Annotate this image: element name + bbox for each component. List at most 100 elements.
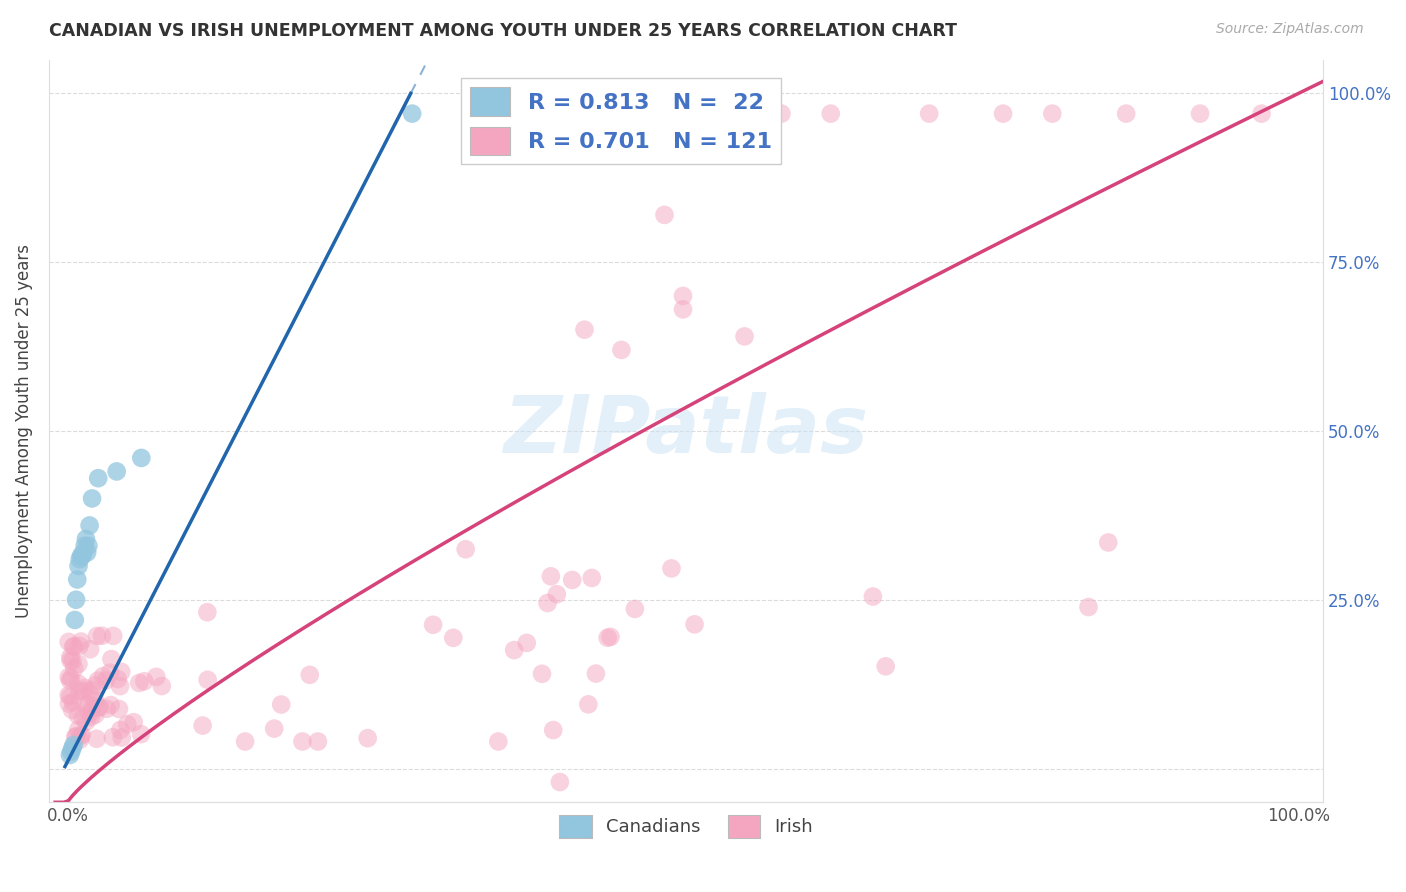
Point bbox=[599, 630, 621, 644]
Point bbox=[72, 683, 94, 698]
Point bbox=[820, 106, 842, 120]
Point bbox=[918, 106, 941, 120]
Y-axis label: Unemployment Among Youth under 25 years: Unemployment Among Youth under 25 years bbox=[15, 244, 32, 618]
Point bbox=[87, 673, 110, 688]
Point bbox=[1077, 600, 1099, 615]
Point bbox=[59, 673, 82, 688]
Point bbox=[561, 573, 583, 587]
Point bbox=[66, 573, 89, 587]
Point bbox=[672, 289, 695, 303]
Point bbox=[1189, 106, 1212, 120]
Point bbox=[546, 587, 568, 601]
Point bbox=[654, 208, 676, 222]
Point bbox=[128, 676, 150, 690]
Point bbox=[105, 465, 128, 479]
Point bbox=[862, 590, 884, 604]
Point bbox=[87, 471, 110, 485]
Point bbox=[67, 677, 90, 691]
Point bbox=[65, 729, 87, 743]
Point bbox=[62, 695, 84, 709]
Point bbox=[70, 549, 93, 563]
Point bbox=[69, 732, 91, 747]
Point bbox=[574, 323, 596, 337]
Point bbox=[122, 715, 145, 730]
Point bbox=[58, 635, 80, 649]
Point bbox=[63, 613, 86, 627]
Point bbox=[69, 552, 91, 566]
Point bbox=[86, 629, 108, 643]
Point bbox=[661, 561, 683, 575]
Point bbox=[117, 717, 139, 731]
Point bbox=[63, 662, 86, 676]
Point bbox=[770, 106, 793, 120]
Point bbox=[60, 671, 83, 685]
Point bbox=[73, 539, 96, 553]
Point bbox=[86, 731, 108, 746]
Point bbox=[1250, 106, 1272, 120]
Point bbox=[58, 688, 80, 702]
Point bbox=[129, 727, 152, 741]
Point bbox=[422, 617, 444, 632]
Point bbox=[131, 450, 153, 465]
Point bbox=[100, 652, 122, 666]
Point bbox=[60, 745, 83, 759]
Point bbox=[401, 106, 423, 120]
Point bbox=[110, 665, 132, 679]
Point bbox=[610, 343, 633, 357]
Point bbox=[270, 698, 292, 712]
Point bbox=[108, 679, 131, 693]
Point bbox=[96, 702, 118, 716]
Point bbox=[65, 592, 87, 607]
Point bbox=[536, 596, 558, 610]
Point bbox=[195, 605, 218, 619]
Point bbox=[150, 679, 173, 693]
Point bbox=[79, 706, 101, 721]
Point bbox=[503, 643, 526, 657]
Point bbox=[516, 636, 538, 650]
Point bbox=[111, 731, 134, 745]
Point bbox=[596, 631, 619, 645]
Point bbox=[84, 678, 107, 692]
Point bbox=[197, 673, 219, 687]
Legend: Canadians, Irish: Canadians, Irish bbox=[551, 807, 820, 846]
Point bbox=[672, 302, 695, 317]
Point bbox=[110, 723, 132, 737]
Point bbox=[80, 491, 103, 506]
Point bbox=[75, 714, 97, 729]
Point bbox=[75, 532, 97, 546]
Point bbox=[70, 549, 93, 563]
Point bbox=[83, 693, 105, 707]
Point bbox=[69, 729, 91, 743]
Point bbox=[145, 670, 167, 684]
Point bbox=[58, 697, 80, 711]
Point bbox=[84, 707, 107, 722]
Point bbox=[540, 569, 562, 583]
Point bbox=[734, 329, 756, 343]
Point bbox=[63, 640, 86, 654]
Point bbox=[98, 665, 121, 680]
Point bbox=[91, 669, 114, 683]
Point bbox=[233, 734, 256, 748]
Point bbox=[79, 642, 101, 657]
Point bbox=[108, 702, 131, 716]
Point bbox=[581, 571, 603, 585]
Point bbox=[79, 687, 101, 701]
Point bbox=[59, 690, 82, 704]
Point bbox=[103, 629, 125, 643]
Point bbox=[72, 545, 94, 559]
Point bbox=[67, 723, 90, 737]
Point bbox=[91, 629, 114, 643]
Point bbox=[59, 747, 82, 762]
Point bbox=[75, 698, 97, 712]
Point bbox=[357, 731, 380, 746]
Point bbox=[67, 684, 90, 698]
Point bbox=[1097, 535, 1119, 549]
Point bbox=[134, 674, 156, 689]
Point bbox=[541, 723, 564, 737]
Point bbox=[1040, 106, 1063, 120]
Point bbox=[80, 702, 103, 716]
Point bbox=[80, 710, 103, 724]
Point bbox=[100, 698, 122, 712]
Point bbox=[77, 539, 100, 553]
Point bbox=[585, 666, 607, 681]
